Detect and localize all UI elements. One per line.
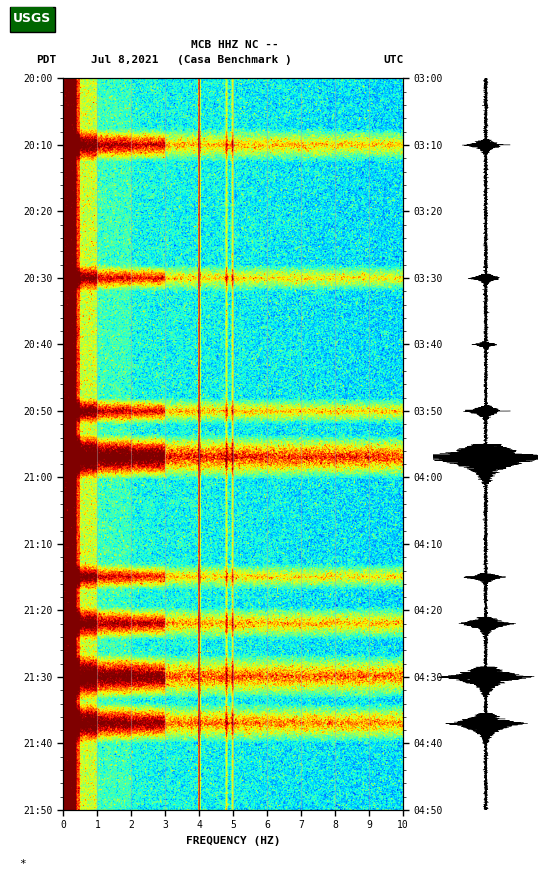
Text: *: * bbox=[19, 859, 26, 869]
Text: UTC: UTC bbox=[384, 54, 404, 65]
Text: MCB HHZ NC --: MCB HHZ NC -- bbox=[191, 39, 278, 50]
Text: USGS: USGS bbox=[13, 12, 51, 25]
Text: (Casa Benchmark ): (Casa Benchmark ) bbox=[177, 54, 292, 65]
Text: PDT: PDT bbox=[36, 54, 56, 65]
X-axis label: FREQUENCY (HZ): FREQUENCY (HZ) bbox=[186, 836, 280, 846]
Text: Jul 8,2021: Jul 8,2021 bbox=[91, 54, 158, 65]
